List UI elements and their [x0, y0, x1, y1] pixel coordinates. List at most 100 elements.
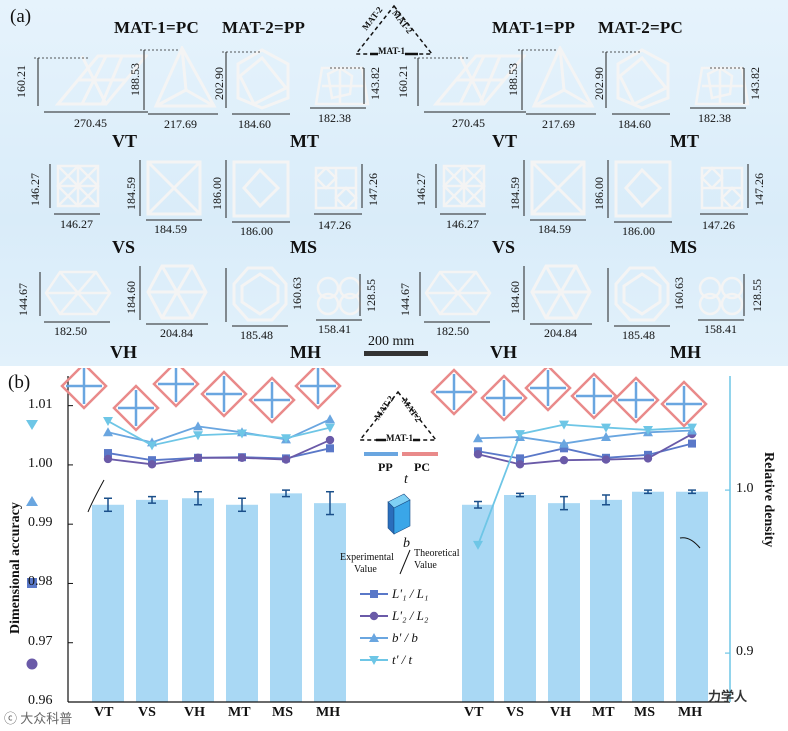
dim-v-r1-1: 160.21 [14, 65, 28, 98]
unit-cell-outline-9 [570, 372, 618, 420]
watermark-right: 力学人 [708, 689, 748, 704]
dimension-arrows-row-3 [39, 266, 745, 327]
x-category-0-mt: MT [228, 705, 251, 720]
dim-v-r3-8: 128.55 [750, 279, 764, 312]
dim-v-r1-5: 160.21 [396, 65, 410, 98]
unit-cell-outline-3 [200, 370, 248, 418]
x-category-1-vh: VH [550, 705, 571, 720]
dim-v-r3-3: 160.63 [290, 277, 304, 310]
marker-1-3-3 [601, 423, 611, 433]
unit-cell-thumb-9 [570, 372, 618, 420]
series-line-0-3 [107, 420, 331, 447]
unit-cell-thumb-8 [524, 368, 572, 412]
dim-v-r1-2: 188.53 [128, 63, 142, 96]
unit-cell-outline-8 [524, 368, 572, 412]
side-marker-b [26, 496, 38, 506]
header-mat2-pc: MAT-2=PC [598, 18, 683, 37]
lattice-vt-pp-2 [432, 54, 526, 106]
dim-h-r3-6: 204.84 [544, 326, 577, 340]
bar-0-vh [182, 498, 214, 702]
dimension-arrows-row-1 [34, 49, 746, 115]
marker-0-1-0 [103, 454, 113, 464]
bar-1-mh [676, 491, 708, 702]
unit-cell-outline-6 [430, 368, 478, 416]
lattice-mt-pp [314, 66, 370, 106]
lattice-vh-pc-2 [530, 264, 592, 320]
marker-0-0-5 [326, 444, 334, 453]
right-tick-label-1: 0.9 [736, 644, 754, 660]
bar-1-vt [462, 504, 494, 702]
lattice-vs-pp [146, 160, 202, 216]
dim-v-r3-1: 144.67 [16, 283, 30, 316]
marker-0-3-4 [281, 434, 291, 444]
dim-v-r3-6: 184.60 [508, 281, 522, 314]
dim-h-r1-4: 182.38 [318, 111, 351, 125]
legend-marker-2 [369, 633, 379, 642]
code-vh-left: VH [110, 342, 137, 362]
bar-0-mh [314, 503, 346, 702]
marker-0-0-0 [104, 449, 112, 458]
x-category-1-ms: MS [634, 705, 655, 720]
code-vh-right: VH [490, 342, 517, 362]
header-mat2-pp: MAT-2=PP [222, 18, 306, 37]
lattice-vs-pp-2 [442, 164, 486, 208]
left-tick-label-5: 0.96 [28, 693, 53, 708]
ratio-num-left: Experimental [340, 552, 394, 563]
dim-v-r3-5: 144.67 [398, 283, 412, 316]
marker-0-1-1 [147, 460, 157, 469]
marker-1-0-2 [560, 444, 568, 453]
lattice-mt-pc [236, 48, 290, 110]
lattice-mt-pc-2 [694, 66, 750, 106]
unit-cell-outline-5 [294, 368, 342, 410]
code-vt-left: VT [112, 131, 138, 151]
left-tick-label-4: 0.97 [28, 633, 53, 649]
x-category-0-mh: MH [316, 705, 341, 720]
dim-h-r1-7: 184.60 [618, 117, 651, 131]
lattice-ms-pc-2 [700, 166, 744, 210]
legend-pc-label: PC [414, 460, 430, 474]
unit-cell-thumb-4 [248, 376, 296, 424]
code-vs-right: VS [492, 237, 516, 257]
unit-cell-outline-0 [60, 368, 108, 410]
lattice-vs-pc-2 [530, 160, 586, 216]
ratio-slash [399, 549, 411, 575]
legend-marker-1 [369, 611, 379, 621]
marker-0-2-0 [103, 427, 113, 437]
watermark-left: ⓒ 大众科普 [4, 711, 73, 726]
lattice-mh-pc [232, 266, 288, 322]
lattice-mt-pp-2 [616, 48, 670, 110]
bar-1-ms [632, 491, 664, 702]
dim-h-r3-3: 185.48 [240, 328, 273, 342]
unit-cell-outline-11 [660, 380, 708, 428]
marker-0-3-0 [103, 417, 113, 427]
lattice-vh-pp [146, 264, 208, 320]
legend-pp-label: PP [378, 460, 393, 474]
marker-1-3-2 [559, 420, 569, 430]
marker-0-1-2 [193, 453, 203, 462]
ratio-den-left: Value [354, 564, 377, 575]
unit-cell-thumb-11 [660, 380, 708, 428]
dim-h-r2-6: 184.59 [538, 222, 571, 236]
unit-cell-thumb-1 [112, 384, 160, 432]
dim-h-r2-1: 146.27 [60, 217, 93, 231]
unit-cell-outline-10 [612, 376, 660, 424]
lattice-vt-pc [54, 54, 148, 106]
dimensional-accuracy-chart [26, 368, 731, 703]
left-tick-label-1: 1.00 [28, 455, 53, 471]
dim-h-r2-7: 186.00 [622, 224, 655, 238]
series-line-0-1 [107, 439, 331, 466]
dim-h-r2-4: 147.26 [318, 218, 351, 232]
lattice-ms-pp-2 [614, 160, 672, 218]
lattice-mh-pp-2 [614, 266, 670, 322]
marker-0-1-5 [325, 435, 335, 445]
unit-cell-thumb-2 [152, 368, 200, 408]
dim-v-r2-5: 146.27 [414, 173, 428, 206]
panel-a-label: (a) [10, 6, 32, 27]
cube-right [393, 499, 411, 535]
unit-cell-thumb-7 [480, 374, 528, 422]
x-category-1-vt: VT [464, 705, 484, 720]
marker-1-3-5 [687, 423, 697, 433]
dim-v-r1-3: 202.90 [212, 67, 226, 100]
marker-1-2-3 [601, 432, 611, 442]
marker-1-3-0 [473, 540, 483, 550]
